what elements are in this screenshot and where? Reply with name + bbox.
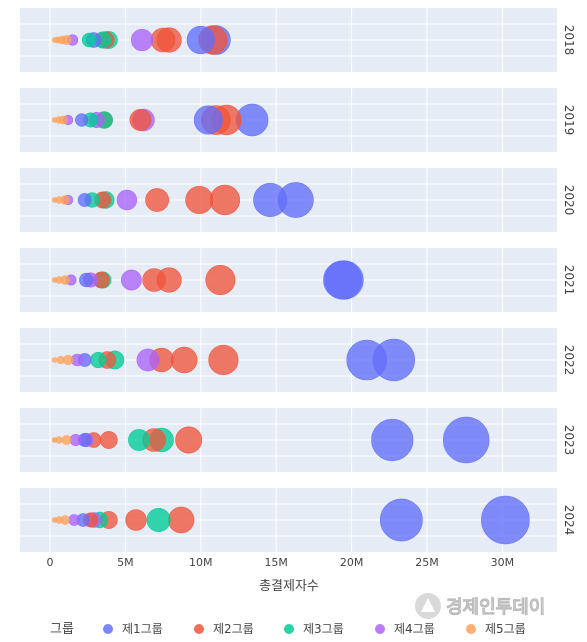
- bubble-point: [51, 357, 58, 363]
- legend-label: 제4그룹: [394, 622, 435, 636]
- bubble-point: [128, 429, 150, 451]
- legend-marker: [194, 624, 204, 634]
- legend-label: 제3그룹: [303, 622, 344, 636]
- legend-item[interactable]: 제3그룹: [284, 622, 344, 636]
- bubble-point: [75, 113, 89, 127]
- facet-2024: 2024: [20, 488, 576, 552]
- bubble-point: [136, 348, 160, 372]
- legend-marker: [103, 624, 113, 634]
- bubble-point: [51, 117, 58, 123]
- facet-2021: 2021: [20, 248, 576, 312]
- legend-item[interactable]: 제2그룹: [194, 622, 254, 636]
- bubble-point: [253, 183, 288, 218]
- bubble-point: [99, 431, 118, 449]
- bubble-point: [77, 193, 92, 207]
- bubble-point: [185, 186, 214, 215]
- bubble-point: [175, 426, 203, 454]
- x-tick-label: 30M: [491, 556, 515, 569]
- bubble-point: [379, 498, 423, 542]
- x-axis-title: 총결제자수: [259, 579, 319, 594]
- bubble-point: [481, 495, 530, 545]
- facet-2020: 2020: [20, 168, 576, 232]
- bubble-point: [205, 264, 236, 295]
- bubble-point: [150, 27, 176, 53]
- facet-2022: 2022: [20, 328, 576, 392]
- bubble-point: [79, 272, 94, 288]
- legend-marker: [466, 624, 476, 634]
- x-tick-label: 20M: [340, 556, 364, 569]
- legend: 그룹 제1그룹 제2그룹 제3그룹 제4그룹 제5그룹: [50, 622, 526, 637]
- x-tick-label: 0: [47, 556, 54, 569]
- bubble-point: [56, 355, 65, 364]
- bubble-point: [168, 506, 195, 534]
- facet-label-2020: 2020: [562, 185, 576, 216]
- bubble-point: [90, 351, 107, 369]
- legend-marker: [284, 624, 294, 634]
- bubble-point: [120, 269, 142, 291]
- watermark-logo: 경제인투데이: [415, 593, 546, 619]
- legend-label: 제5그룹: [485, 622, 526, 636]
- bubble-point: [193, 105, 223, 135]
- facet-label-2024: 2024: [562, 505, 576, 536]
- bubble-point: [51, 517, 58, 523]
- bubble-point: [69, 433, 82, 446]
- legend-item[interactable]: 제4그룹: [375, 622, 435, 636]
- legend-item[interactable]: 제5그룹: [466, 622, 526, 636]
- x-tick-label: 5M: [117, 556, 134, 569]
- bubble-point: [51, 437, 58, 443]
- bubble-point: [346, 339, 388, 381]
- facet-label-2019: 2019: [562, 105, 576, 136]
- bubble-point: [81, 32, 97, 48]
- bubble-point: [142, 268, 166, 292]
- bubble-point: [186, 25, 215, 55]
- facet-2023: 2023: [20, 408, 576, 472]
- watermark-text: 경제인투데이: [446, 597, 545, 618]
- legend-title: 그룹: [50, 622, 74, 637]
- x-tick-label: 25M: [415, 556, 439, 569]
- legend-label: 제2그룹: [213, 622, 254, 636]
- facet-2018: 2018: [20, 8, 576, 72]
- bubble-point: [51, 37, 58, 43]
- bubble-point: [443, 416, 490, 464]
- bubble-point: [130, 28, 154, 52]
- bubble-point: [208, 344, 239, 376]
- legend-item[interactable]: 제1그룹: [103, 622, 163, 636]
- x-axis: 0 5M 10M 15M 20M 25M 30M: [47, 556, 515, 569]
- facet-panels: 2018 2019 2020 2021 2022 2023 2024: [20, 8, 576, 552]
- legend-label: 제1그룹: [122, 622, 163, 636]
- x-tick-label: 15M: [264, 556, 288, 569]
- bubble-point: [129, 109, 152, 132]
- bubble-point: [61, 435, 72, 445]
- legend-marker: [375, 624, 385, 634]
- x-tick-label: 10M: [189, 556, 213, 569]
- bubble-point: [68, 514, 80, 526]
- bubble-point: [323, 260, 363, 300]
- bubble-point: [146, 507, 171, 532]
- bubble-point: [209, 184, 241, 216]
- facet-label-2022: 2022: [562, 345, 576, 376]
- facet-label-2023: 2023: [562, 425, 576, 456]
- bubble-point: [62, 354, 74, 366]
- bubble-point: [145, 188, 170, 212]
- bubble-point: [116, 189, 138, 211]
- bubble-point: [125, 509, 147, 531]
- bubble-point: [371, 418, 414, 462]
- facet-2019: 2019: [20, 88, 576, 152]
- bubble-point: [51, 277, 58, 283]
- bubble-point: [51, 197, 58, 203]
- bubble-point: [170, 346, 198, 374]
- facet-label-2018: 2018: [562, 25, 576, 56]
- facet-label-2021: 2021: [562, 265, 576, 296]
